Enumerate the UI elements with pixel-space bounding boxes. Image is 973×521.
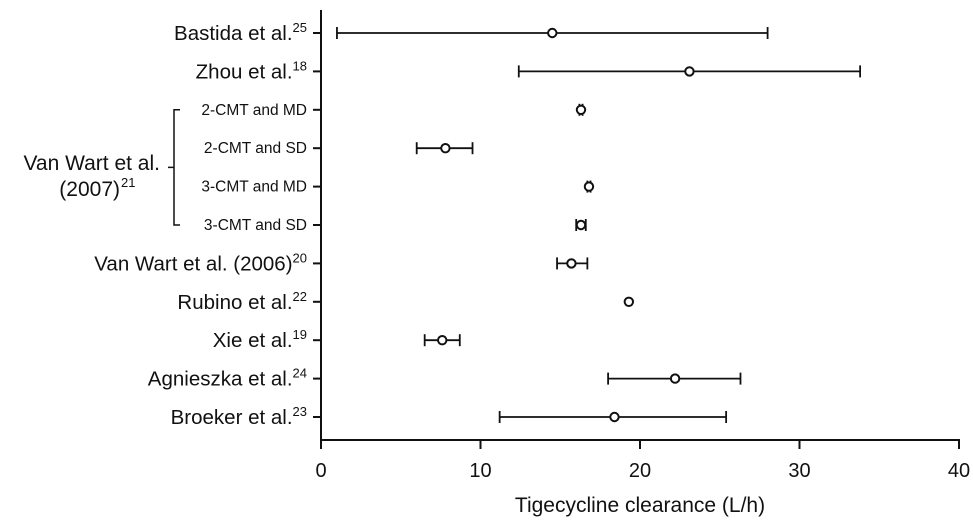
point-estimate — [609, 411, 620, 423]
subgroup-label: 2-CMT and SD — [204, 140, 307, 157]
x-tick-label: 10 — [469, 460, 491, 482]
forest-row: Van Wart et al. (2006)20 — [94, 250, 589, 275]
forest-row: Xie et al.19 — [213, 327, 461, 352]
forest-row: Agnieszka et al.24 — [148, 366, 742, 391]
forest-row: 2-CMT and MD — [201, 102, 587, 119]
subgroup-label: 3-CMT and MD — [201, 179, 307, 196]
point-estimate — [575, 219, 587, 231]
study-label: Zhou et al.18 — [196, 58, 307, 83]
forest-row: Zhou et al.18 — [196, 58, 862, 83]
forest-row: Bastida et al.25 — [174, 20, 769, 45]
forest-row: 3-CMT and SD — [204, 217, 587, 234]
point-estimate — [440, 143, 451, 154]
point-estimate — [547, 27, 558, 39]
subgroup-label: 3-CMT and SD — [204, 217, 307, 234]
point-estimate — [566, 258, 577, 269]
study-label: Broeker et al.23 — [171, 404, 307, 429]
group-bracket — [168, 109, 180, 226]
study-label: Rubino et al.22 — [177, 289, 307, 314]
forest-row: Rubino et al.22 — [177, 289, 635, 314]
subgroup-label: 2-CMT and MD — [201, 102, 307, 119]
x-tick-label: 30 — [788, 460, 810, 482]
subgroup-bracket — [168, 109, 180, 226]
x-axis-title: Tigecycline clearance (L/h) — [515, 494, 765, 517]
forest-row: Broeker et al.23 — [171, 404, 728, 429]
forest-row: 2-CMT and SD — [204, 140, 474, 157]
x-tick-label: 0 — [315, 460, 326, 482]
point-estimate — [437, 335, 448, 346]
point-estimate — [669, 373, 681, 384]
point-estimate — [583, 181, 595, 192]
study-label: Agnieszka et al.24 — [148, 366, 307, 391]
group-label-ref: 21 — [121, 175, 135, 190]
study-label: Van Wart et al. (2006)20 — [94, 250, 307, 275]
x-tick-label: 40 — [948, 460, 970, 482]
group-label: Van Wart et al. — [23, 152, 160, 175]
x-axis-ticks: 0 10 20 30 40 — [315, 440, 970, 482]
point-estimate — [684, 66, 695, 77]
forest-rows: Bastida et al.25 Zhou et al.18 2-CMT and M… — [94, 20, 862, 429]
point-estimate — [575, 104, 587, 116]
group-label-year: (2007) — [59, 178, 120, 201]
point-estimate — [623, 296, 635, 307]
study-label: Xie et al.19 — [213, 327, 307, 352]
x-tick-label: 20 — [629, 460, 651, 482]
forest-row: 3-CMT and MD — [201, 179, 595, 196]
study-label: Bastida et al.25 — [174, 20, 307, 45]
